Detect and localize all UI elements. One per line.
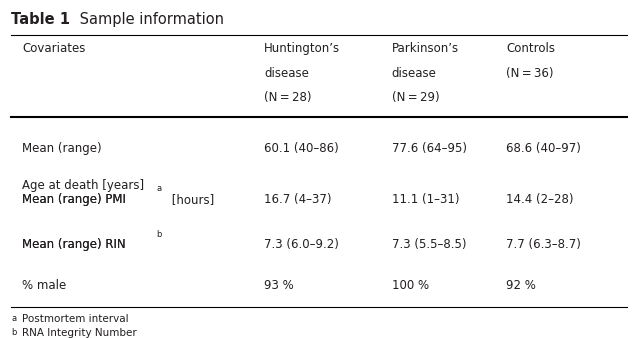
Text: Table 1: Table 1 <box>11 12 71 27</box>
Text: % male: % male <box>22 279 66 292</box>
Text: (N = 28): (N = 28) <box>264 91 312 104</box>
Text: Mean (range): Mean (range) <box>22 142 102 155</box>
Text: 11.1 (1–31): 11.1 (1–31) <box>392 193 459 206</box>
Text: disease: disease <box>392 67 436 79</box>
Text: Mean (range) PMI: Mean (range) PMI <box>22 193 126 206</box>
Text: Huntington’s: Huntington’s <box>264 42 341 55</box>
Text: Covariates: Covariates <box>22 42 85 55</box>
Text: 77.6 (64–95): 77.6 (64–95) <box>392 142 467 155</box>
Text: 7.7 (6.3–8.7): 7.7 (6.3–8.7) <box>506 238 582 251</box>
Text: b: b <box>156 230 161 239</box>
Text: 92 %: 92 % <box>506 279 536 292</box>
Text: 60.1 (40–86): 60.1 (40–86) <box>264 142 339 155</box>
Text: RNA Integrity Number: RNA Integrity Number <box>22 328 137 338</box>
Text: 68.6 (40–97): 68.6 (40–97) <box>506 142 582 155</box>
Text: b: b <box>11 328 17 337</box>
Text: Age at death [years]: Age at death [years] <box>22 179 145 192</box>
Text: Postmortem interval: Postmortem interval <box>22 314 129 324</box>
Text: 7.3 (5.5–8.5): 7.3 (5.5–8.5) <box>392 238 466 251</box>
Text: 93 %: 93 % <box>264 279 294 292</box>
Text: a: a <box>11 314 17 323</box>
Text: disease: disease <box>264 67 309 79</box>
Text: [hours]: [hours] <box>168 193 214 206</box>
Text: a: a <box>156 184 161 193</box>
Text: Mean (range) RIN: Mean (range) RIN <box>22 238 126 251</box>
Text: 14.4 (2–28): 14.4 (2–28) <box>506 193 574 206</box>
Text: Mean (range) PMI: Mean (range) PMI <box>22 193 126 206</box>
Text: Controls: Controls <box>506 42 555 55</box>
Text: 7.3 (6.0–9.2): 7.3 (6.0–9.2) <box>264 238 340 251</box>
Text: Sample information: Sample information <box>75 12 224 27</box>
Text: Mean (range) RIN: Mean (range) RIN <box>22 238 126 251</box>
Text: Parkinson’s: Parkinson’s <box>392 42 459 55</box>
Text: (N = 29): (N = 29) <box>392 91 440 104</box>
Text: 100 %: 100 % <box>392 279 429 292</box>
Text: (N = 36): (N = 36) <box>506 67 554 79</box>
Text: 16.7 (4–37): 16.7 (4–37) <box>264 193 332 206</box>
